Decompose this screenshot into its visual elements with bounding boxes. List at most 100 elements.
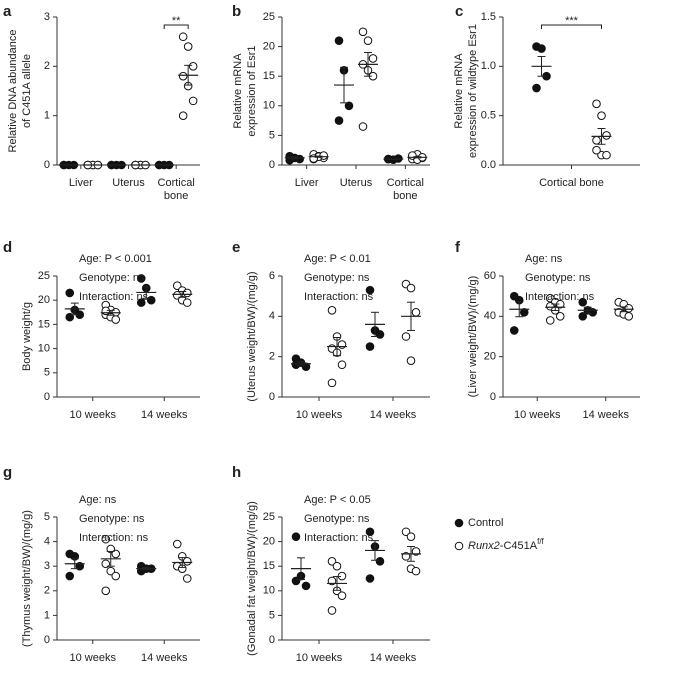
y-tick-label: 0 xyxy=(490,391,496,403)
y-tick-label: 1 xyxy=(44,110,50,122)
data-point xyxy=(172,539,182,549)
data-point xyxy=(588,308,598,317)
data-point xyxy=(602,150,611,160)
data-point xyxy=(411,566,421,576)
data-point xyxy=(327,378,337,388)
y-tick-label: 2 xyxy=(44,60,50,72)
data-point xyxy=(344,101,354,111)
data-point xyxy=(327,606,337,615)
x-tick-label: Liver xyxy=(69,177,93,189)
y-tick-label: 0 xyxy=(44,391,50,403)
error-bar xyxy=(314,155,323,158)
y-tick-label: 0 xyxy=(269,391,275,403)
y-tick-label: 2 xyxy=(44,585,50,597)
data-point xyxy=(401,332,411,341)
error-bar xyxy=(297,557,305,580)
annotation: Genotype: ns xyxy=(304,272,370,284)
x-tick-label: Cortical xyxy=(158,177,195,189)
x-tick-label: bone xyxy=(393,190,417,202)
data-point xyxy=(183,42,193,51)
y-axis-label: of C451A allele xyxy=(21,54,33,128)
panel-letter: e xyxy=(232,239,240,256)
annotation: Age: ns xyxy=(525,253,563,265)
data-point xyxy=(136,298,146,307)
x-tick-label: bone xyxy=(164,190,188,202)
data-point xyxy=(406,283,416,293)
annotation: Interaction: ns xyxy=(79,291,149,303)
data-point xyxy=(136,274,146,283)
data-point xyxy=(337,360,347,370)
data-point xyxy=(545,316,555,325)
error-bar xyxy=(142,566,151,571)
legend-label: Runx2-C451Af/f xyxy=(468,537,545,552)
panel-letter: a xyxy=(3,3,12,20)
data-point xyxy=(375,330,385,339)
y-axis-label: (Gonadal fat weight/BW)/(mg/g) xyxy=(246,501,258,656)
data-point xyxy=(578,297,588,307)
data-point xyxy=(182,288,192,298)
y-tick-label: 3 xyxy=(44,560,50,572)
annotation: Genotype: ns xyxy=(79,272,145,284)
error-bar xyxy=(70,558,79,570)
legend-label: Control xyxy=(468,517,503,529)
data-point xyxy=(358,122,368,131)
error-bar xyxy=(178,557,187,568)
y-tick-label: 20 xyxy=(38,294,50,306)
y-tick-label: 0 xyxy=(44,159,50,171)
x-tick-label: 14 weeks xyxy=(141,409,188,421)
data-point xyxy=(375,556,385,566)
x-tick-label: 10 weeks xyxy=(514,409,561,421)
data-point xyxy=(111,571,121,581)
data-point xyxy=(65,571,75,581)
error-bar xyxy=(333,337,341,357)
error-bar xyxy=(297,361,305,367)
x-tick-label: Uterus xyxy=(340,177,373,189)
data-point xyxy=(291,576,301,586)
x-tick-label: 14 weeks xyxy=(141,652,188,664)
y-axis-label: Relative DNA abundance xyxy=(7,30,19,153)
data-point xyxy=(592,145,601,155)
y-tick-label: 15 xyxy=(263,560,275,572)
data-point xyxy=(537,44,546,53)
data-point xyxy=(406,532,416,541)
legend-sup: f/f xyxy=(537,537,544,546)
x-tick-label: 14 weeks xyxy=(370,409,417,421)
data-point xyxy=(65,288,75,298)
significance-label: *** xyxy=(565,15,579,27)
significance-bracket xyxy=(541,24,602,29)
y-tick-label: 10 xyxy=(38,343,50,355)
error-bar xyxy=(106,309,115,316)
data-point xyxy=(188,62,198,71)
panel-letter: g xyxy=(3,464,12,481)
y-tick-label: 10 xyxy=(263,100,275,112)
data-point xyxy=(337,591,347,601)
y-tick-label: 15 xyxy=(38,318,50,330)
data-point xyxy=(146,295,156,305)
x-tick-label: 10 weeks xyxy=(296,409,343,421)
y-tick-label: 5 xyxy=(269,609,275,621)
data-point xyxy=(101,559,111,569)
annotation: Interaction: ns xyxy=(304,291,374,303)
x-tick-label: 10 weeks xyxy=(70,652,117,664)
data-point xyxy=(291,360,301,370)
data-point xyxy=(578,312,588,321)
annotation: Age: ns xyxy=(79,494,117,506)
data-point xyxy=(101,534,111,544)
y-tick-label: 5 xyxy=(269,129,275,141)
y-tick-label: 0 xyxy=(44,634,50,646)
data-point xyxy=(334,36,344,45)
data-point xyxy=(337,340,347,349)
x-tick-label: Cortical bone xyxy=(539,177,604,189)
y-tick-label: 25 xyxy=(263,11,275,23)
data-point xyxy=(178,71,188,81)
error-bar xyxy=(389,158,398,160)
y-tick-label: 4 xyxy=(44,536,50,548)
y-tick-label: 25 xyxy=(38,270,50,282)
y-tick-label: 5 xyxy=(44,511,50,523)
data-point xyxy=(178,32,188,42)
data-point xyxy=(334,116,344,125)
x-tick-label: Liver xyxy=(295,177,319,189)
data-point xyxy=(592,99,601,109)
annotation: Age: P < 0.01 xyxy=(304,253,371,265)
legend-marker xyxy=(454,518,464,528)
